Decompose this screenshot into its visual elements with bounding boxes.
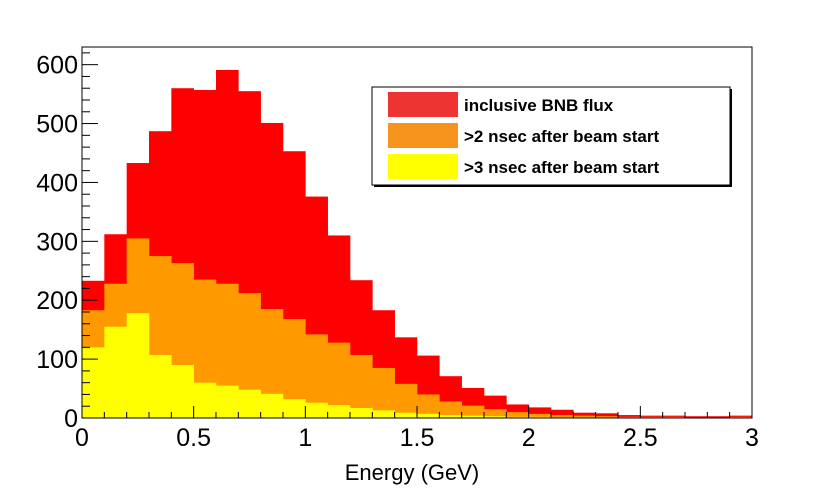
bar bbox=[573, 415, 596, 418]
bar bbox=[171, 365, 194, 418]
bar bbox=[394, 383, 418, 418]
bar bbox=[283, 399, 306, 418]
bar bbox=[238, 389, 261, 418]
bar bbox=[327, 405, 351, 418]
bar bbox=[350, 354, 373, 418]
bar bbox=[573, 412, 596, 418]
x-tick-label: 3 bbox=[745, 424, 759, 452]
bar bbox=[551, 415, 574, 418]
bar bbox=[283, 319, 306, 418]
bar bbox=[506, 416, 529, 418]
bar bbox=[484, 416, 507, 418]
legend-swatch bbox=[388, 123, 458, 148]
bar bbox=[707, 416, 730, 418]
x-axis-title: Energy (GeV) bbox=[345, 460, 480, 485]
bar bbox=[461, 415, 485, 418]
bar bbox=[372, 367, 395, 418]
x-tick-label: 0.5 bbox=[176, 424, 211, 452]
bar bbox=[685, 416, 708, 418]
x-tick-label: 0 bbox=[75, 424, 89, 452]
legend-shadow bbox=[374, 185, 732, 187]
bar bbox=[216, 385, 239, 418]
bar bbox=[528, 416, 552, 418]
bar bbox=[729, 415, 753, 418]
legend: inclusive BNB flux >2 nsec after beam sta… bbox=[371, 86, 732, 187]
y-tick-label: 600 bbox=[36, 52, 78, 80]
bar bbox=[506, 412, 529, 418]
bar bbox=[439, 401, 462, 418]
y-tick-label: 0 bbox=[64, 405, 78, 433]
legend-swatch bbox=[388, 92, 458, 117]
bar bbox=[484, 409, 507, 418]
bar bbox=[417, 413, 440, 418]
bar bbox=[372, 410, 395, 418]
bar bbox=[126, 313, 150, 418]
bar bbox=[104, 326, 127, 418]
bar bbox=[238, 293, 261, 418]
histogram-bars bbox=[82, 69, 753, 419]
legend-shadow bbox=[730, 89, 732, 187]
bar bbox=[662, 415, 686, 418]
y-tick-label: 500 bbox=[36, 111, 78, 139]
bar bbox=[82, 347, 105, 418]
bar bbox=[327, 342, 351, 418]
bar bbox=[350, 407, 373, 418]
series-3 bbox=[82, 313, 753, 418]
bar bbox=[618, 415, 641, 418]
legend-entry-label: >2 nsec after beam start bbox=[464, 127, 659, 146]
bar bbox=[528, 407, 552, 418]
x-tick-label: 2 bbox=[522, 424, 536, 452]
legend-swatch bbox=[388, 154, 458, 179]
x-tick-label: 1 bbox=[298, 424, 312, 452]
bar bbox=[595, 413, 619, 418]
bar bbox=[193, 382, 217, 418]
bar bbox=[305, 402, 328, 418]
bar bbox=[640, 415, 663, 418]
bar bbox=[260, 309, 284, 418]
bar bbox=[551, 409, 574, 418]
legend-entry-label: inclusive BNB flux bbox=[464, 96, 614, 115]
bar bbox=[461, 405, 485, 418]
bar bbox=[595, 416, 619, 418]
bar bbox=[439, 415, 462, 418]
x-tick-label: 1.5 bbox=[400, 424, 435, 452]
axes: 0 100 200 300 400 500 600 0 0.5 1 1.5 2 2.5 3 bbox=[36, 52, 759, 452]
y-tick-label: 100 bbox=[36, 346, 78, 374]
y-tick-label: 200 bbox=[36, 287, 78, 315]
bar bbox=[417, 394, 440, 418]
bar bbox=[260, 393, 284, 418]
bar bbox=[305, 334, 328, 418]
y-tick-label: 300 bbox=[36, 228, 78, 256]
bar bbox=[528, 413, 552, 418]
legend-entry-label: >3 nsec after beam start bbox=[464, 158, 659, 177]
bar bbox=[394, 412, 418, 418]
bar bbox=[216, 283, 239, 418]
bar bbox=[149, 354, 172, 418]
x-tick-label: 2.5 bbox=[623, 424, 658, 452]
y-tick-label: 400 bbox=[36, 169, 78, 197]
